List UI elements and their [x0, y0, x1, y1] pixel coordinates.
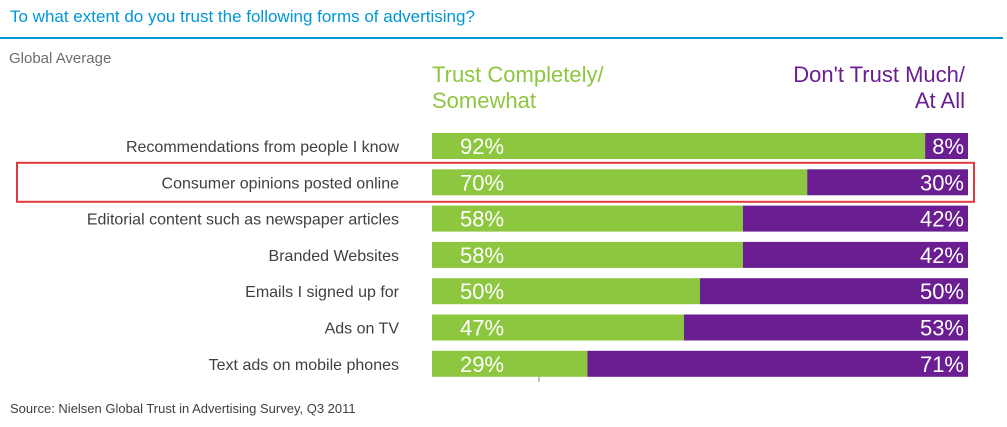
bar-trust: [432, 169, 808, 196]
data-label-distrust: 71%: [920, 352, 964, 377]
data-label-distrust: 30%: [920, 170, 964, 195]
source-note: Source: Nielsen Global Trust in Advertis…: [10, 401, 356, 416]
bar-trust: [432, 241, 743, 268]
category-label: Branded Websites: [269, 248, 399, 265]
chart-subtitle: Global Average: [9, 50, 112, 67]
data-label-distrust: 53%: [920, 316, 964, 341]
data-label-distrust: 8%: [932, 134, 964, 159]
legend-trust-line1: Trust Completely/: [432, 62, 604, 87]
bar-distrust: [700, 278, 968, 305]
data-label-trust: 50%: [460, 279, 504, 304]
legend-distrust-line2: At All: [914, 88, 965, 113]
category-label: Text ads on mobile phones: [209, 357, 399, 374]
data-label-distrust: 42%: [920, 243, 964, 268]
bar-trust: [432, 314, 684, 341]
data-label-trust: 92%: [460, 134, 504, 159]
data-label-distrust: 50%: [920, 279, 964, 304]
bar-distrust: [925, 133, 968, 159]
bar-distrust: [742, 205, 968, 232]
bar-distrust: [587, 350, 968, 377]
legend-trust-line2: Somewhat: [432, 88, 536, 113]
highlight-frame: [16, 161, 975, 203]
data-label-trust: 47%: [460, 316, 504, 341]
bar-trust: [432, 133, 926, 159]
legend-distrust-line1: Don't Trust Much/: [793, 62, 965, 87]
category-label: Ads on TV: [325, 321, 400, 338]
data-label-trust: 58%: [460, 243, 504, 268]
data-label-trust: 29%: [460, 352, 504, 377]
bar-distrust: [807, 169, 968, 196]
title-divider: [0, 37, 1003, 39]
data-label-trust: 70%: [460, 170, 504, 195]
bar-distrust: [683, 314, 968, 341]
bar-trust: [432, 350, 588, 377]
bar-distrust: [742, 241, 968, 268]
bar-trust: [432, 278, 700, 305]
category-label: Editorial content such as newspaper arti…: [87, 212, 399, 229]
category-label: Consumer opinions posted online: [162, 175, 400, 192]
legend-trust: Trust Completely/ Somewhat: [432, 62, 604, 114]
legend-distrust: Don't Trust Much/ At All: [793, 62, 965, 114]
category-label: Emails I signed up for: [245, 284, 400, 301]
data-label-trust: 58%: [460, 207, 504, 232]
chart-title: To what extent do you trust the followin…: [10, 7, 475, 26]
bar-trust: [432, 205, 743, 232]
category-label: Recommendations from people I know: [126, 139, 399, 156]
data-label-distrust: 42%: [920, 207, 964, 232]
